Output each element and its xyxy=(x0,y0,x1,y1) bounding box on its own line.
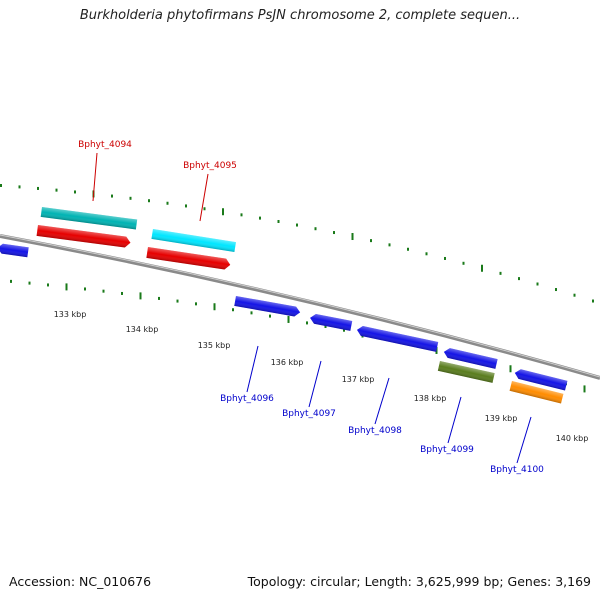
gene-bphyt-4097: Bphyt_4097 xyxy=(282,360,336,419)
gene-bphyt-4098: Bphyt_4098 xyxy=(348,377,402,436)
gene-leader-line xyxy=(374,377,390,425)
outer-scale-dots xyxy=(0,184,594,303)
gene-label: Bphyt_4098 xyxy=(348,426,402,436)
scale-tick-label: 139 kbp xyxy=(485,414,518,423)
gene-label: Bphyt_4097 xyxy=(282,409,336,419)
gene-bphyt-4096: Bphyt_4096 xyxy=(220,345,274,404)
gene-feature xyxy=(234,296,301,317)
summary-text: Topology: circular; Length: 3,625,999 bp… xyxy=(247,574,591,589)
gene-block xyxy=(509,381,564,404)
inner-scale-dots xyxy=(10,279,586,393)
gene-feature xyxy=(36,225,131,248)
gene-bphyt-4094: Bphyt_4094 xyxy=(40,140,138,230)
gene-leader-line xyxy=(447,396,462,444)
gene-label: Bphyt_4096 xyxy=(220,394,274,404)
scale-tick-label: 137 kbp xyxy=(342,375,375,384)
gene-leader-line xyxy=(516,416,532,464)
gene-leader-line xyxy=(308,360,322,408)
backbone-line xyxy=(0,234,600,380)
gene-block xyxy=(437,361,495,383)
gene-block xyxy=(151,229,236,253)
scale-tick-label: 138 kbp xyxy=(414,394,447,403)
gene-label: Bphyt_4094 xyxy=(78,140,132,150)
gene-feature xyxy=(514,369,568,391)
scale-tick-label: 134 kbp xyxy=(126,325,159,334)
scale-tick-label: 136 kbp xyxy=(271,358,304,367)
gene-label: Bphyt_4095 xyxy=(183,161,237,171)
gene-leader-line xyxy=(199,173,209,222)
gene-bphyt-4099: Bphyt_4099 xyxy=(420,361,495,455)
scale-tick-label: 135 kbp xyxy=(198,341,231,350)
scale-tick-label: 140 kbp xyxy=(556,434,589,443)
gene-feature xyxy=(0,243,29,258)
scale-tick-label: 133 kbp xyxy=(54,310,87,319)
gene-label: Bphyt_4099 xyxy=(420,445,474,455)
gene-bphyt-4095: Bphyt_4095 xyxy=(151,161,237,253)
gene-leader-line xyxy=(92,152,98,202)
gene-feature xyxy=(356,326,439,352)
gene-feature xyxy=(310,313,353,331)
gene-feature xyxy=(443,348,498,369)
map-title: Burkholderia phytofirmans PsJN chromosom… xyxy=(79,8,521,23)
accession-text: Accession: NC_010676 xyxy=(9,574,152,589)
gene-bphyt-4100: Bphyt_4100 xyxy=(490,381,564,475)
gene-block xyxy=(40,207,138,230)
gene-feature xyxy=(146,247,231,270)
gene-leader-line xyxy=(246,345,259,393)
gene-label: Bphyt_4100 xyxy=(490,465,544,475)
